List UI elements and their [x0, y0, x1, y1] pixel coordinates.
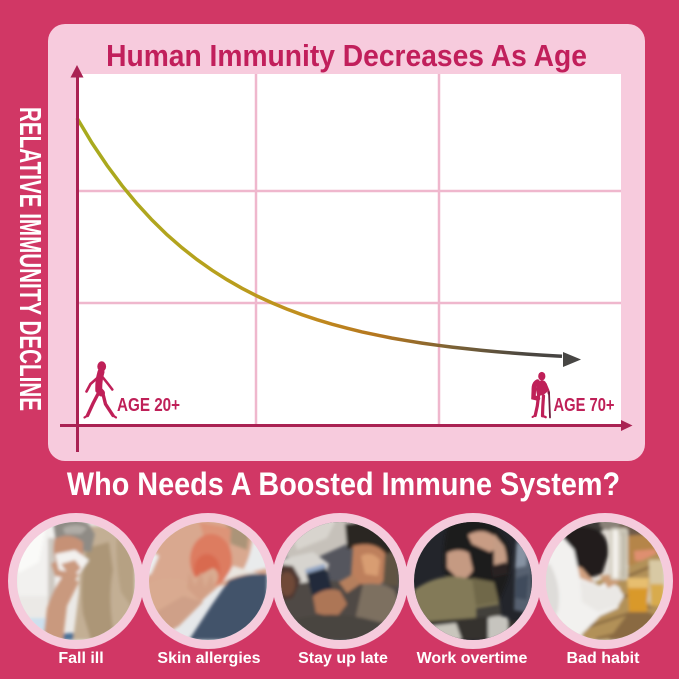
svg-text:AGE 20+: AGE 20+ [117, 395, 180, 415]
svg-text:AGE 70+: AGE 70+ [554, 395, 615, 415]
